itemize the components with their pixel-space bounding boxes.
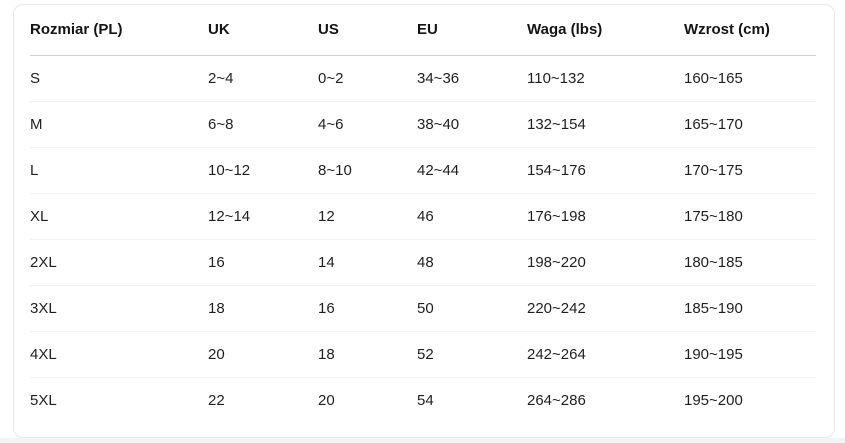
value-cell: 46	[417, 193, 527, 240]
column-header-uk: UK	[208, 5, 318, 56]
column-header-eu: EU	[417, 5, 527, 56]
value-cell: 18	[318, 331, 417, 378]
value-cell: 10~12	[208, 147, 318, 194]
value-cell: 12~14	[208, 193, 318, 240]
table-row-m: M 6~8 4~6 38~40 132~154 165~170	[30, 101, 816, 148]
value-cell: 6~8	[208, 101, 318, 148]
value-cell: 170~175	[684, 147, 816, 194]
table-body: S 2~4 0~2 34~36 110~132 160~165 M 6~8 4~6 38~40 13…	[30, 55, 816, 423]
size-label-cell: XL	[30, 193, 208, 240]
value-cell: 2~4	[208, 55, 318, 102]
value-cell: 18	[208, 285, 318, 332]
value-cell: 4~6	[318, 101, 417, 148]
column-header-rozmiar-pl: Rozmiar (PL)	[30, 5, 208, 56]
value-cell: 8~10	[318, 147, 417, 194]
column-header-wzrost-cm: Wzrost (cm)	[684, 5, 816, 56]
page-bottom-strip	[0, 438, 845, 443]
value-cell: 20	[318, 391, 335, 409]
value-cell: 38~40	[417, 101, 527, 148]
value-cell: 110~132	[527, 55, 684, 102]
value-cell: 14	[318, 239, 417, 286]
value-cell: 16	[208, 239, 318, 286]
value-cell: 154~176	[527, 147, 684, 194]
size-chart-card: Rozmiar (PL) UK US EU Waga (lbs) Wzrost (cm) …	[13, 4, 835, 438]
column-header-waga-lbs: Waga (lbs)	[527, 5, 684, 56]
value-cell: 176~198	[527, 193, 684, 240]
value-cell: 175~180	[684, 193, 816, 240]
column-header-us: US	[318, 5, 417, 56]
value-cell: 12	[318, 193, 417, 240]
value-cell: 50	[417, 285, 527, 332]
value-cell: 165~170	[684, 101, 816, 148]
value-cell: 42~44	[417, 147, 527, 194]
size-label-cell: 2XL	[30, 239, 208, 286]
size-label-cell: S	[30, 55, 208, 102]
value-cell: 48	[417, 239, 527, 286]
value-cell: 190~195	[684, 331, 816, 378]
table-row-5xl: 5XL 22 20 54 264~286 195~200	[30, 377, 816, 423]
table-row-2xl: 2XL 16 14 48 198~220 180~185	[30, 239, 816, 286]
table-row-xl: XL 12~14 12 46 176~198 175~180	[30, 193, 816, 240]
size-label-cell: 3XL	[30, 285, 208, 332]
value-cell: 16	[318, 285, 417, 332]
value-cell: 20	[208, 331, 318, 378]
size-label-cell: 5XL	[30, 391, 57, 409]
table-row-3xl: 3XL 18 16 50 220~242 185~190	[30, 285, 816, 332]
value-cell: 22	[208, 391, 225, 409]
value-cell: 160~165	[684, 55, 816, 102]
value-cell: 52	[417, 331, 527, 378]
table-row-4xl: 4XL 20 18 52 242~264 190~195	[30, 331, 816, 378]
value-cell: 242~264	[527, 331, 684, 378]
size-label-cell: 4XL	[30, 331, 208, 378]
size-chart-table: Rozmiar (PL) UK US EU Waga (lbs) Wzrost (cm) …	[30, 5, 816, 423]
value-cell: 0~2	[318, 55, 417, 102]
size-label-cell: M	[30, 101, 208, 148]
value-cell: 195~200	[684, 391, 743, 409]
value-cell: 180~185	[684, 239, 816, 286]
value-cell: 198~220	[527, 239, 684, 286]
table-row-l: L 10~12 8~10 42~44 154~176 170~175	[30, 147, 816, 194]
value-cell: 220~242	[527, 285, 684, 332]
value-cell: 132~154	[527, 101, 684, 148]
size-label-cell: L	[30, 147, 208, 194]
value-cell: 34~36	[417, 55, 527, 102]
table-header-row: Rozmiar (PL) UK US EU Waga (lbs) Wzrost (cm)	[30, 5, 816, 56]
value-cell: 185~190	[684, 285, 816, 332]
table-header: Rozmiar (PL) UK US EU Waga (lbs) Wzrost (cm)	[30, 5, 816, 56]
table-row-s: S 2~4 0~2 34~36 110~132 160~165	[30, 55, 816, 102]
value-cell: 54	[417, 391, 434, 409]
value-cell: 264~286	[527, 391, 586, 409]
